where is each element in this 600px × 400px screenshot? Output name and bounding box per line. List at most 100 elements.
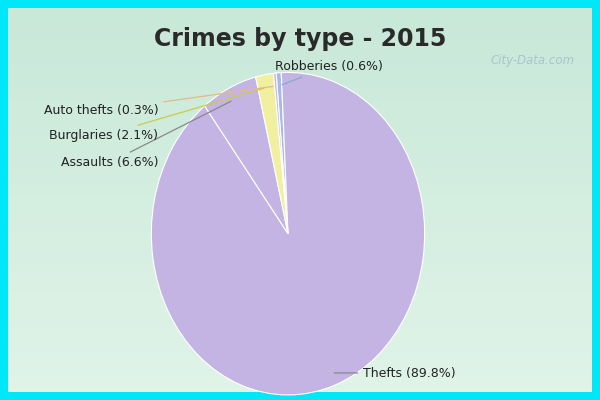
Bar bbox=[8, 342, 592, 346]
Text: Auto thefts (0.3%): Auto thefts (0.3%) bbox=[44, 86, 273, 117]
Bar bbox=[8, 158, 592, 162]
Bar bbox=[8, 311, 592, 315]
Bar bbox=[8, 92, 592, 96]
Bar bbox=[8, 315, 592, 319]
Bar bbox=[8, 162, 592, 166]
Bar bbox=[8, 258, 592, 262]
Bar bbox=[8, 273, 592, 277]
Text: City-Data.com: City-Data.com bbox=[490, 54, 574, 67]
Bar bbox=[8, 146, 592, 150]
Bar bbox=[8, 254, 592, 258]
Bar bbox=[8, 277, 592, 281]
Text: Burglaries (2.1%): Burglaries (2.1%) bbox=[49, 88, 264, 142]
Bar bbox=[8, 116, 592, 119]
Bar bbox=[8, 150, 592, 154]
Bar bbox=[8, 85, 592, 89]
Bar bbox=[8, 142, 592, 146]
Bar bbox=[8, 373, 592, 377]
Bar bbox=[8, 223, 592, 227]
Bar bbox=[8, 12, 592, 16]
Text: Crimes by type - 2015: Crimes by type - 2015 bbox=[154, 27, 446, 51]
Text: Thefts (89.8%): Thefts (89.8%) bbox=[334, 366, 456, 380]
Bar bbox=[8, 384, 592, 388]
Bar bbox=[8, 138, 592, 142]
Bar bbox=[8, 131, 592, 135]
Bar bbox=[8, 188, 592, 192]
Bar bbox=[8, 304, 592, 308]
Bar bbox=[8, 54, 592, 58]
Bar bbox=[8, 319, 592, 323]
Bar bbox=[8, 231, 592, 234]
Bar bbox=[8, 104, 592, 108]
Bar bbox=[8, 31, 592, 35]
Bar bbox=[8, 219, 592, 223]
Bar bbox=[8, 108, 592, 112]
Bar bbox=[8, 181, 592, 185]
Bar bbox=[8, 39, 592, 42]
Wedge shape bbox=[256, 73, 288, 234]
Bar bbox=[8, 300, 592, 304]
Bar bbox=[8, 262, 592, 265]
Bar bbox=[8, 73, 592, 77]
Bar bbox=[8, 354, 592, 358]
Bar bbox=[8, 192, 592, 196]
Bar bbox=[8, 369, 592, 373]
Bar bbox=[8, 42, 592, 46]
Bar bbox=[8, 123, 592, 127]
Bar bbox=[8, 361, 592, 365]
Bar bbox=[8, 127, 592, 131]
Bar bbox=[8, 58, 592, 62]
Bar bbox=[8, 169, 592, 173]
Bar bbox=[8, 204, 592, 208]
Bar bbox=[8, 112, 592, 116]
Bar bbox=[8, 77, 592, 81]
Bar bbox=[8, 246, 592, 250]
Bar bbox=[8, 46, 592, 50]
Bar bbox=[8, 96, 592, 100]
Bar bbox=[8, 234, 592, 238]
Bar bbox=[8, 338, 592, 342]
Bar bbox=[8, 288, 592, 292]
Bar bbox=[8, 238, 592, 242]
Bar bbox=[8, 196, 592, 200]
Wedge shape bbox=[276, 72, 288, 234]
Bar bbox=[8, 35, 592, 39]
Bar bbox=[8, 350, 592, 354]
Bar bbox=[8, 323, 592, 327]
Bar bbox=[8, 200, 592, 204]
Bar bbox=[8, 119, 592, 123]
Bar bbox=[8, 135, 592, 138]
Text: Assaults (6.6%): Assaults (6.6%) bbox=[61, 101, 231, 169]
Bar bbox=[8, 308, 592, 311]
Bar bbox=[8, 215, 592, 219]
Wedge shape bbox=[151, 72, 425, 395]
Bar bbox=[8, 177, 592, 181]
Bar bbox=[8, 8, 592, 12]
Bar bbox=[8, 50, 592, 54]
Bar bbox=[8, 380, 592, 384]
Bar bbox=[8, 296, 592, 300]
Bar bbox=[8, 173, 592, 177]
Bar bbox=[8, 89, 592, 92]
Bar bbox=[8, 62, 592, 66]
Wedge shape bbox=[205, 77, 288, 234]
Bar bbox=[8, 81, 592, 85]
Bar bbox=[8, 20, 592, 23]
Bar bbox=[8, 100, 592, 104]
Bar bbox=[8, 212, 592, 215]
Bar bbox=[8, 16, 592, 20]
Bar bbox=[8, 377, 592, 380]
Bar bbox=[8, 346, 592, 350]
Bar bbox=[8, 284, 592, 288]
Bar bbox=[8, 227, 592, 231]
Bar bbox=[8, 242, 592, 246]
Text: Robberies (0.6%): Robberies (0.6%) bbox=[275, 60, 383, 85]
Bar bbox=[8, 281, 592, 284]
Bar bbox=[8, 334, 592, 338]
Bar bbox=[8, 327, 592, 330]
Bar bbox=[8, 166, 592, 169]
Bar bbox=[8, 66, 592, 70]
Bar bbox=[8, 70, 592, 73]
Bar bbox=[8, 154, 592, 158]
Bar bbox=[8, 365, 592, 369]
